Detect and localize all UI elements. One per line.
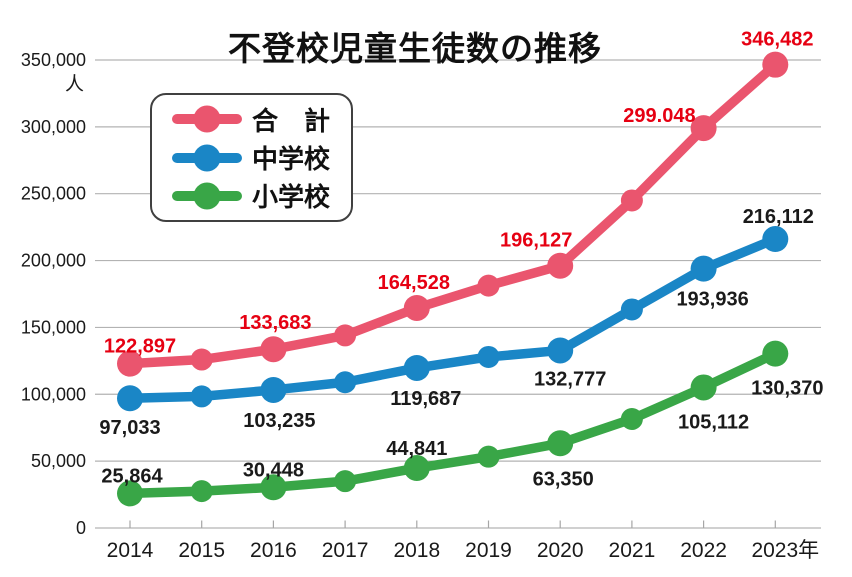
data-point-1-2022 <box>690 255 717 282</box>
data-label-1-2018: 119,687 <box>390 388 461 410</box>
data-point-0-2017 <box>334 324 357 347</box>
x-axis-tick-label: 2015 <box>178 539 225 562</box>
x-axis-tick-label: 2020 <box>537 539 584 562</box>
junior-high-line-swatch-icon <box>172 144 242 171</box>
data-label-2-2014: 25,864 <box>101 465 163 487</box>
data-point-0-2018 <box>403 294 430 321</box>
data-label-1-2016: 103,235 <box>243 410 315 432</box>
data-point-1-2015 <box>190 385 213 408</box>
data-point-0-2019 <box>477 274 500 297</box>
x-axis-tick-label: 2016 <box>250 539 297 562</box>
data-point-2-2022 <box>690 374 717 401</box>
data-point-2-2015 <box>190 480 213 503</box>
data-point-2-2016 <box>260 474 287 501</box>
data-label-2-2023年: 130,370 <box>751 378 823 400</box>
y-axis-tick-label: 50,000 <box>31 451 86 471</box>
data-label-2-2018: 44,841 <box>386 438 447 460</box>
data-point-1-2016 <box>260 376 287 403</box>
data-point-1-2023年 <box>762 226 789 253</box>
data-point-2-2020 <box>547 430 574 457</box>
data-point-0-2023年 <box>762 51 789 78</box>
data-point-0-2014 <box>117 350 143 377</box>
data-point-0-2016 <box>260 336 287 363</box>
data-point-0-2021 <box>620 189 643 212</box>
legend-label-junior-high: 中学校 <box>252 144 331 174</box>
elementary-line-swatch-icon <box>172 182 242 210</box>
data-point-2-2021 <box>620 408 643 431</box>
data-point-1-2019 <box>477 345 500 368</box>
x-axis-tick-label: 2021 <box>609 539 656 562</box>
x-axis-tick-label: 2017 <box>322 539 369 562</box>
data-label-1-2022: 193,936 <box>676 289 748 311</box>
data-label-2-2016: 30,448 <box>243 459 304 481</box>
data-point-1-2014 <box>117 385 143 412</box>
series-line-0 <box>125 59 781 369</box>
legend: 合 計 中学校 小学校 <box>150 93 353 222</box>
y-axis-tick-label: 350,000 <box>21 50 86 70</box>
chart-title: 不登校児童生徒数の推移 <box>228 30 602 67</box>
data-point-1-2021 <box>620 298 643 321</box>
y-axis-tick-label: 150,000 <box>21 317 86 337</box>
data-label-0-2014: 122,897 <box>104 336 176 358</box>
y-axis-tick-label: 200,000 <box>21 251 86 271</box>
data-point-2-2018 <box>403 455 430 482</box>
data-label-0-2018: 164,528 <box>378 272 450 294</box>
y-axis-tick-label: 300,000 <box>21 117 86 137</box>
data-point-2-2017 <box>334 470 357 493</box>
data-label-0-2020: 196,127 <box>500 230 572 252</box>
data-label-1-2023年: 216,112 <box>743 206 814 228</box>
data-point-1-2017 <box>334 371 357 394</box>
x-axis-tick-label: 2023年 <box>751 539 819 562</box>
x-axis-tick-label: 2014 <box>107 539 154 562</box>
total-line-swatch-icon <box>172 105 242 133</box>
legend-item-total: 合 計 <box>172 101 351 137</box>
data-point-0-2020 <box>547 252 574 279</box>
x-axis-tick-label: 2019 <box>465 539 512 562</box>
x-axis-tick-label: 2022 <box>680 539 727 562</box>
y-axis-tick-label: 250,000 <box>21 184 86 204</box>
data-point-0-2022 <box>690 115 717 142</box>
data-label-0-2022: 299.048 <box>623 105 695 127</box>
series-line-1 <box>125 234 781 403</box>
x-axis-tick-label: 2018 <box>393 539 440 562</box>
legend-label-total: 合 計 <box>252 105 331 136</box>
data-label-2-2020: 63,350 <box>533 468 594 490</box>
data-label-1-2014: 97,033 <box>99 417 160 439</box>
series-line-2 <box>125 348 781 499</box>
data-point-0-2015 <box>190 348 213 371</box>
data-point-2-2019 <box>477 445 500 468</box>
y-axis-tick-label: 0 <box>76 518 86 538</box>
data-point-1-2018 <box>403 354 430 381</box>
data-point-1-2020 <box>547 337 574 364</box>
legend-label-elementary: 小学校 <box>252 182 331 213</box>
legend-item-junior-high: 中学校 <box>172 140 351 176</box>
y-axis-unit-label: 人 <box>65 73 84 95</box>
data-label-0-2023年: 346,482 <box>741 29 813 51</box>
data-label-0-2016: 133,683 <box>239 312 311 334</box>
legend-item-elementary: 小学校 <box>172 178 351 214</box>
data-label-2-2022: 105,112 <box>678 411 749 433</box>
data-point-2-2023年 <box>762 340 789 367</box>
data-point-2-2014 <box>117 480 143 507</box>
y-axis-tick-label: 100,000 <box>21 384 86 404</box>
data-label-1-2020: 132,777 <box>534 368 606 390</box>
